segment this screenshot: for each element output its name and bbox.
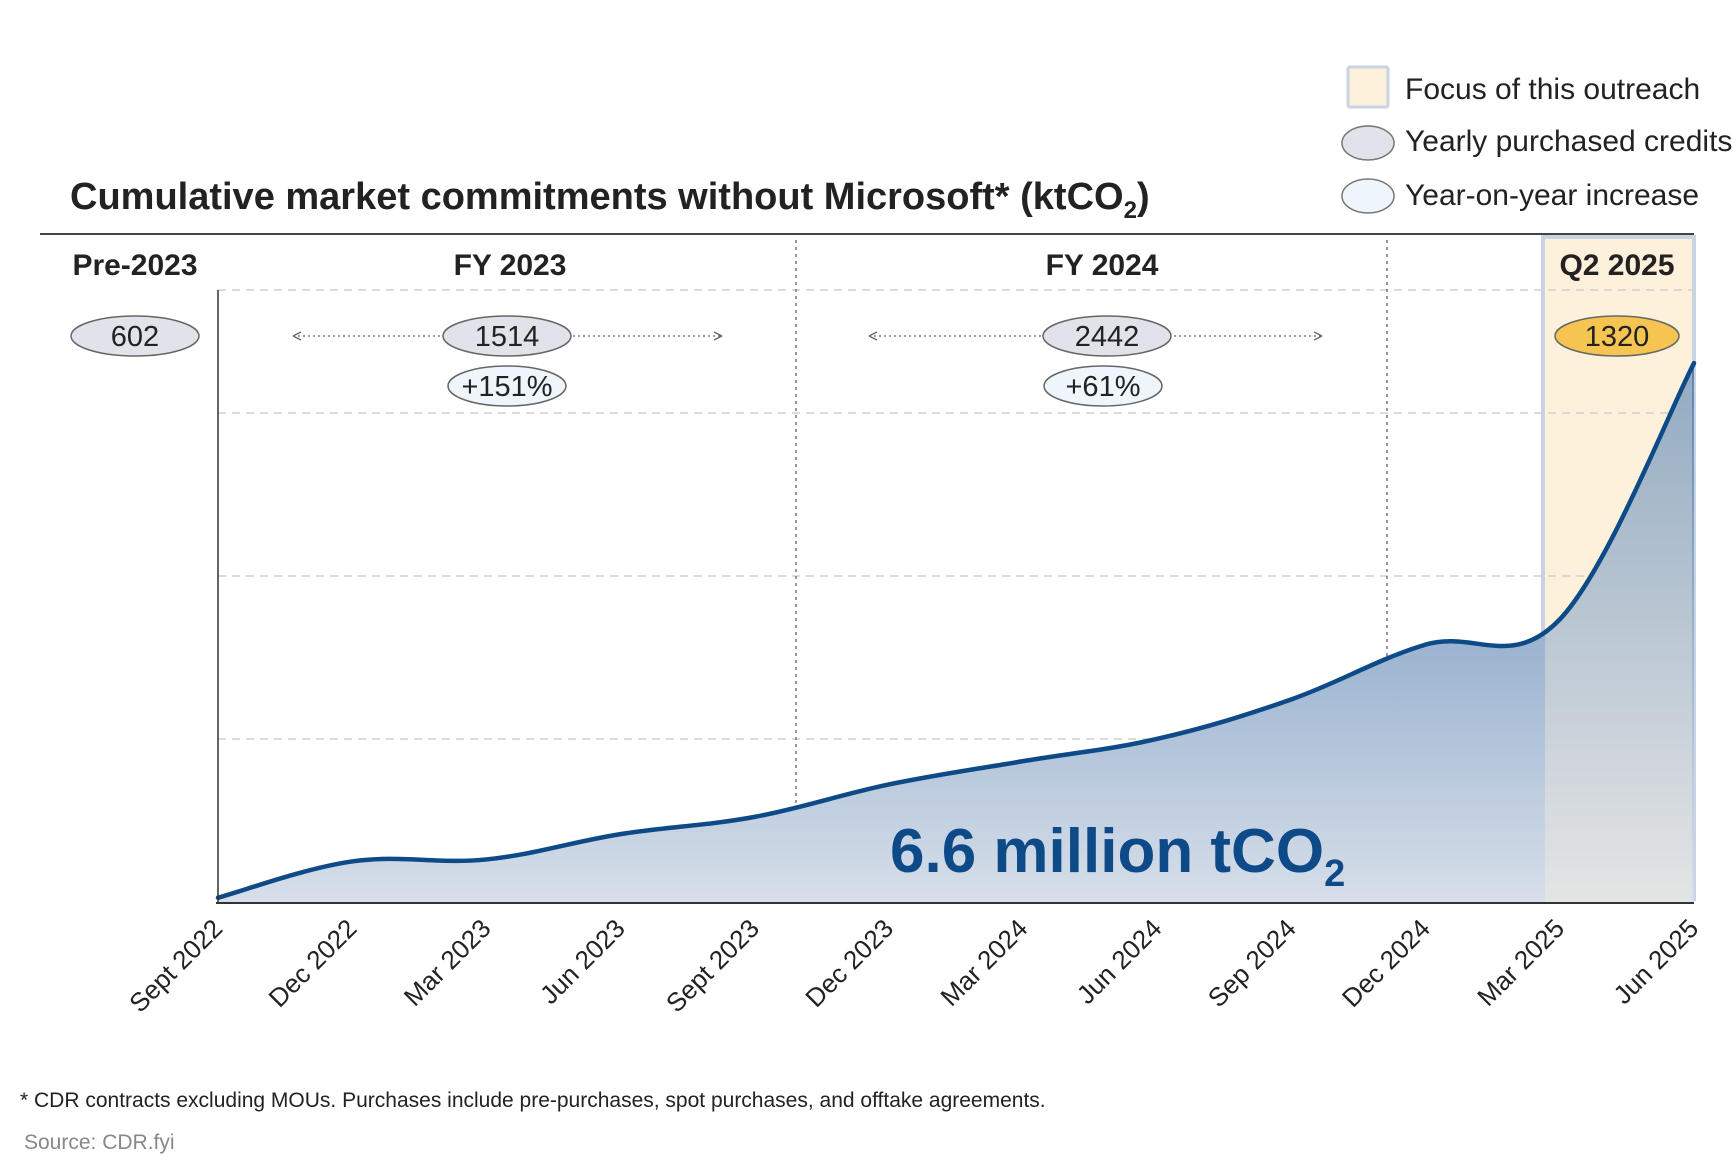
badge-fy-2023-total: 1514 — [442, 315, 572, 357]
x-tick-label: Mar 2025 — [1471, 913, 1570, 1012]
legend-label-yoy: Year-on-year increase — [1405, 179, 1699, 212]
area-fill — [218, 363, 1694, 903]
period-label-fy-2023: FY 2023 — [454, 249, 567, 282]
grid-lines — [218, 289, 1694, 740]
range-arrow-fy-2024-left-head — [868, 331, 878, 341]
legend-label-focus: Focus of this outreach — [1405, 73, 1700, 106]
x-tick-label: Sept 2022 — [123, 913, 228, 1018]
chart-title-main: Cumulative market commitments without Mi… — [70, 176, 1124, 218]
total-annotation-subscript: 2 — [1324, 853, 1345, 895]
badge-q2-2025-total: 1320 — [1554, 315, 1680, 357]
badge-fy-2023-growth-text: +151% — [461, 371, 552, 403]
range-arrow-fy-2024-right-head — [1313, 331, 1323, 341]
x-tick-label: Jun 2025 — [1607, 913, 1704, 1010]
legend-yearly-swatch — [1341, 125, 1395, 161]
badge-fy-2024-growth: +61% — [1043, 365, 1163, 407]
range-arrow-fy-2023-left-head — [292, 331, 302, 341]
x-tick-label: Dec 2024 — [1336, 913, 1436, 1013]
period-label-q2-2025: Q2 2025 — [1559, 249, 1674, 282]
badge-fy-2024-total-text: 2442 — [1075, 321, 1140, 353]
total-annotation-main: 6.6 million tCO — [890, 817, 1324, 886]
badge-pre-2023-total: 602 — [70, 315, 200, 357]
x-tick-label: Jun 2024 — [1071, 913, 1168, 1010]
chart-title-close: ) — [1137, 176, 1150, 218]
badge-fy-2023-growth: +151% — [447, 365, 567, 407]
badge-pre-2023-total-text: 602 — [111, 321, 159, 353]
chart-title: Cumulative market commitments without Mi… — [70, 176, 1150, 224]
period-label-fy-2024: FY 2024 — [1046, 249, 1159, 282]
legend: Focus of this outreach Yearly purchased … — [1341, 65, 1732, 214]
badge-fy-2024-total: 2442 — [1042, 315, 1172, 357]
period-label-pre-2023: Pre-2023 — [72, 249, 197, 282]
badge-fy-2024-growth-text: +61% — [1066, 371, 1141, 403]
x-tick-label: Sep 2024 — [1202, 913, 1302, 1013]
legend-label-yearly: Yearly purchased credits — [1405, 125, 1732, 158]
focus-band-overlay — [1545, 367, 1692, 903]
legend-focus-swatch — [1346, 65, 1390, 109]
x-tick-label: Dec 2023 — [799, 913, 899, 1013]
series-line — [215, 360, 1697, 900]
source-note: Source: CDR.fyi — [24, 1131, 175, 1154]
x-tick-label: Mar 2024 — [934, 913, 1033, 1012]
badge-q2-2025-total-text: 1320 — [1585, 321, 1650, 353]
x-tick-label: Sept 2023 — [660, 913, 765, 1018]
chart-title-subscript: 2 — [1124, 197, 1137, 224]
x-axis-ticks: Sept 2022 Dec 2022 Mar 2023 Jun 2023 Sept 20… — [123, 913, 1704, 1018]
x-tick-label: Dec 2022 — [263, 913, 363, 1013]
badge-fy-2023-total-text: 1514 — [475, 321, 540, 353]
total-annotation: 6.6 million tCO2 — [890, 817, 1345, 895]
footnote: * CDR contracts excluding MOUs. Purchase… — [20, 1089, 1046, 1112]
legend-yoy-swatch — [1341, 178, 1395, 214]
x-tick-label: Mar 2023 — [398, 913, 497, 1012]
x-tick-label: Jun 2023 — [534, 913, 631, 1010]
range-arrow-fy-2023-right-head — [713, 331, 723, 341]
